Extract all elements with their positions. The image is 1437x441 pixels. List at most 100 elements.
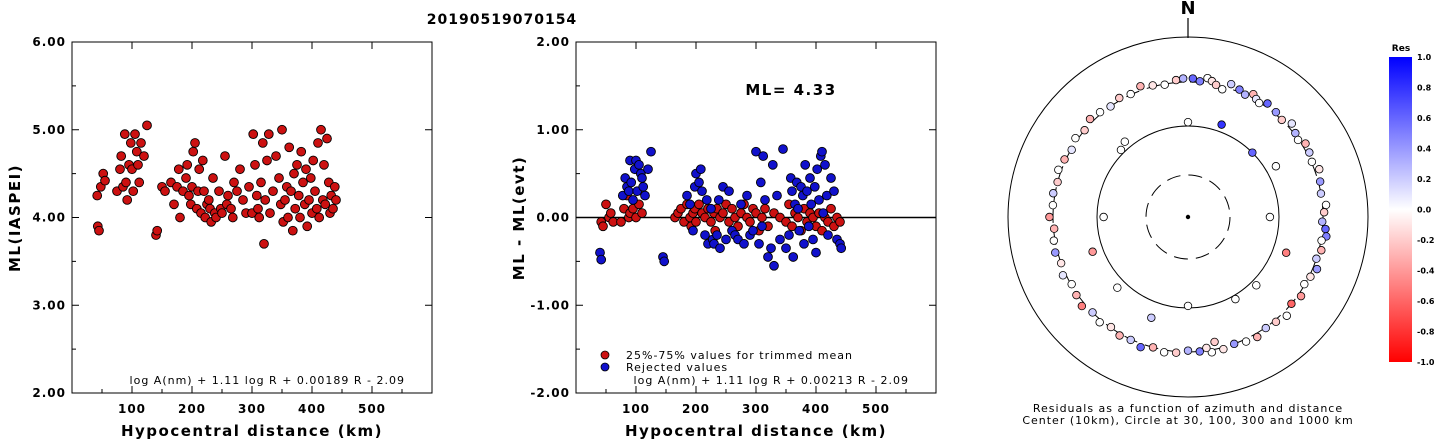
data-point (203, 195, 214, 205)
station-marker (1271, 162, 1281, 171)
y-tick-label: 6.00 (32, 35, 66, 49)
data-point (160, 186, 170, 197)
data-point (311, 203, 322, 214)
panel-polar-residuals: N Residuals as a function of azimuth and… (1007, 0, 1369, 427)
colorbar-tick-label: -0.4 (1417, 267, 1435, 276)
data-point (131, 146, 142, 157)
station-marker (1195, 77, 1205, 86)
data-point (748, 225, 758, 236)
data-point (727, 203, 737, 214)
data-point (757, 221, 767, 232)
colorbar-tick-label: 0.0 (1417, 206, 1432, 215)
data-point (263, 129, 274, 139)
station-marker (1265, 212, 1275, 222)
station-marker (1058, 271, 1068, 280)
data-point (293, 190, 304, 201)
station-marker (1067, 145, 1076, 155)
station-marker (1113, 283, 1122, 292)
data-point (634, 160, 644, 170)
data-point (331, 195, 341, 205)
data-point (643, 164, 653, 175)
station-marker (1312, 264, 1322, 274)
data-point (805, 173, 815, 183)
data-point (755, 177, 766, 188)
station-marker (1235, 85, 1244, 94)
data-point (751, 146, 761, 157)
station-marker (1060, 155, 1069, 164)
data-point (742, 190, 752, 201)
station-marker (1217, 120, 1226, 129)
station-marker (1049, 236, 1059, 245)
station-marker (1293, 135, 1303, 145)
colorbar-tick-label: 0.2 (1417, 175, 1431, 184)
colorbar-tick-label: -0.2 (1417, 236, 1435, 245)
x-axis-label: Hypocentral distance (km) (121, 422, 383, 440)
data-point (217, 208, 227, 218)
data-point (119, 129, 130, 139)
data-point (188, 146, 199, 157)
data-point (800, 160, 811, 170)
data-point (821, 190, 832, 201)
y-tick-label: 3.00 (32, 298, 66, 312)
data-point (659, 256, 670, 267)
station-marker (1159, 348, 1169, 357)
data-point (691, 217, 701, 227)
formula-text: log A(nm) + 1.11 log R + 0.00189 R - 2.0… (130, 374, 405, 387)
data-point (778, 144, 788, 154)
station-marker (1207, 348, 1217, 357)
data-point (232, 186, 242, 197)
station-marker (1226, 79, 1236, 89)
data-point (259, 238, 269, 249)
data-point (122, 195, 133, 205)
station-marker (1229, 339, 1239, 349)
station-marker (1281, 248, 1291, 257)
data-point (823, 230, 833, 240)
data-point (799, 238, 809, 249)
station-marker (1316, 189, 1326, 198)
data-point (724, 186, 734, 197)
data-point (769, 260, 779, 271)
data-point (197, 155, 208, 166)
station-marker (1099, 212, 1108, 222)
station-marker (1077, 301, 1087, 311)
data-point (244, 181, 254, 192)
station-marker (1271, 107, 1281, 117)
station-marker (1056, 258, 1066, 268)
panel-residual-vs-distance: 100 200 300 400 500 -2.00 -1.00 0.00 1.00 2.00 ML… (510, 35, 937, 440)
station-marker (1211, 80, 1221, 90)
data-point (268, 186, 278, 197)
data-point (806, 199, 817, 210)
data-point (697, 186, 707, 197)
data-point (754, 238, 764, 249)
x-tick-label: 200 (682, 402, 710, 416)
station-marker (1277, 115, 1286, 125)
data-point (623, 186, 634, 197)
station-marker (1088, 247, 1097, 256)
data-point (760, 203, 770, 214)
data-point (238, 195, 248, 205)
station-marker (1296, 291, 1306, 301)
data-point (208, 173, 218, 183)
data-point (763, 252, 773, 262)
data-point (194, 164, 205, 175)
data-point (302, 221, 313, 232)
station-marker (1115, 331, 1124, 340)
data-point (638, 181, 649, 192)
station-marker (1148, 81, 1157, 90)
data-point (254, 212, 265, 223)
data-point (229, 177, 239, 188)
y-tick-label: 4.00 (32, 211, 66, 225)
station-marker (1188, 74, 1198, 83)
data-point (820, 160, 830, 170)
station-marker (1095, 107, 1105, 117)
colorbar-tick-label: 0.4 (1417, 145, 1432, 154)
data-point (253, 203, 263, 214)
data-point (304, 195, 314, 205)
data-point (308, 155, 319, 166)
x-tick-label: 100 (622, 402, 650, 416)
station-marker (1178, 74, 1188, 83)
station-marker (1254, 98, 1264, 108)
station-marker (1318, 217, 1327, 226)
data-point (760, 195, 770, 205)
